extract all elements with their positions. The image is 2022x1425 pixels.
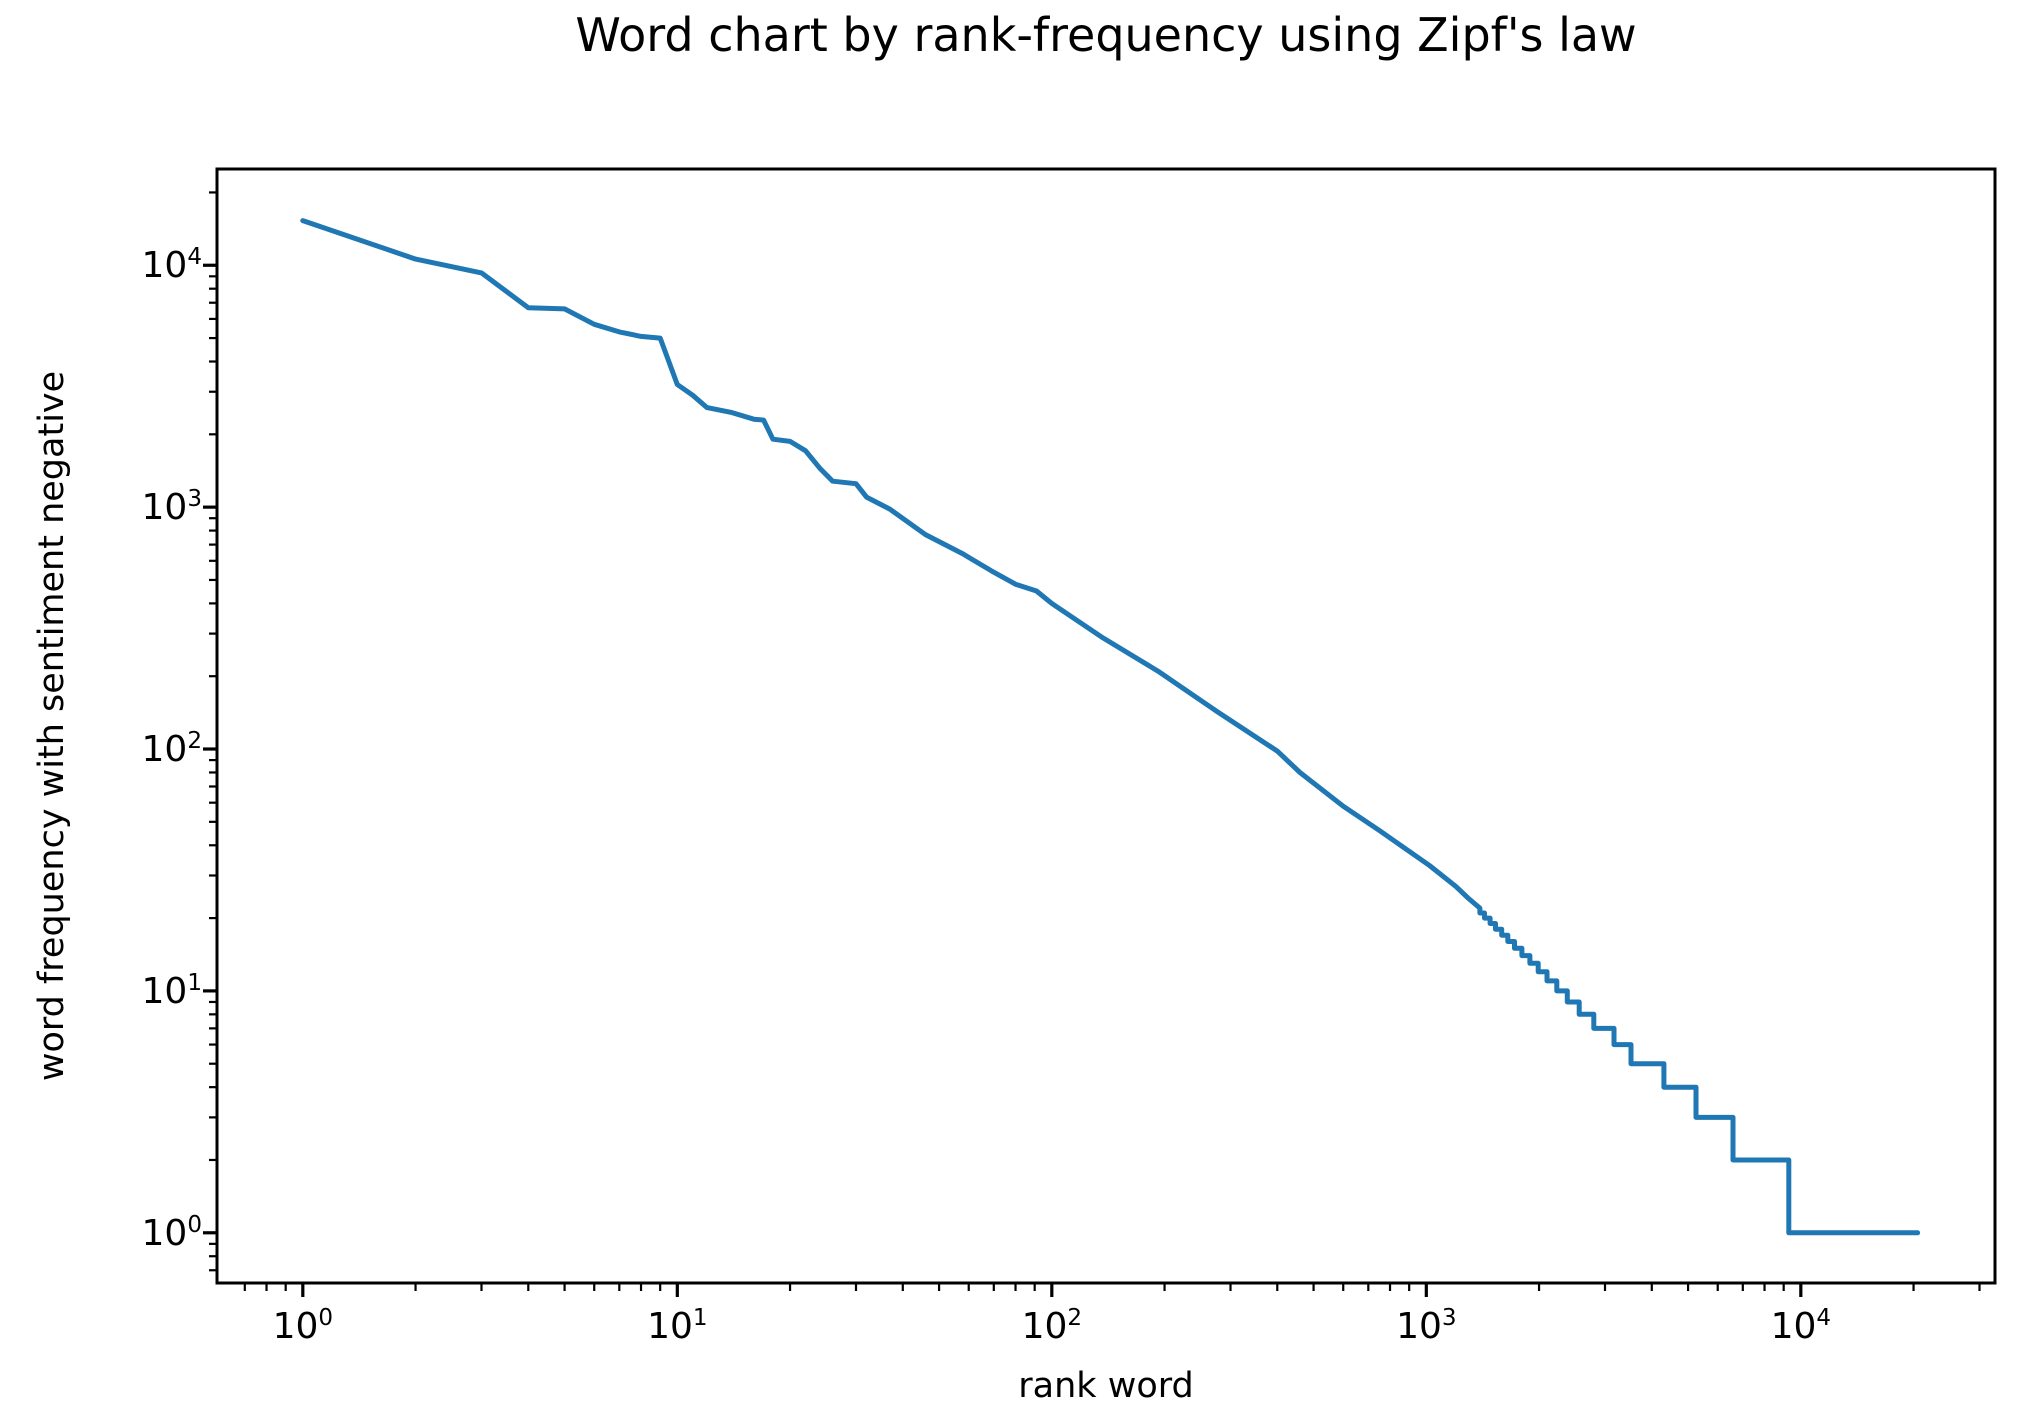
x-tick-label: 103	[1396, 1305, 1457, 1347]
x-tick-label: 100	[272, 1305, 334, 1347]
x-tick-label: 102	[1021, 1305, 1083, 1347]
y-tick-label: 100	[141, 1211, 202, 1254]
x-tick-label: 104	[1770, 1305, 1832, 1347]
plot-frame	[215, 167, 1997, 1285]
x-axis-label: rank word	[1018, 1366, 1194, 1406]
y-tick-label: 101	[141, 969, 202, 1012]
chart-title: Word chart by rank-frequency using Zipf'…	[575, 8, 1637, 62]
y-tick-label: 102	[141, 728, 202, 771]
y-tick-label: 103	[141, 486, 202, 529]
x-tick-label: 101	[647, 1305, 708, 1347]
y-tick-label: 104	[141, 244, 202, 287]
y-axis-label: word frequency with sentiment negative	[32, 370, 72, 1082]
zipf-frequency-line	[300, 218, 1921, 1236]
